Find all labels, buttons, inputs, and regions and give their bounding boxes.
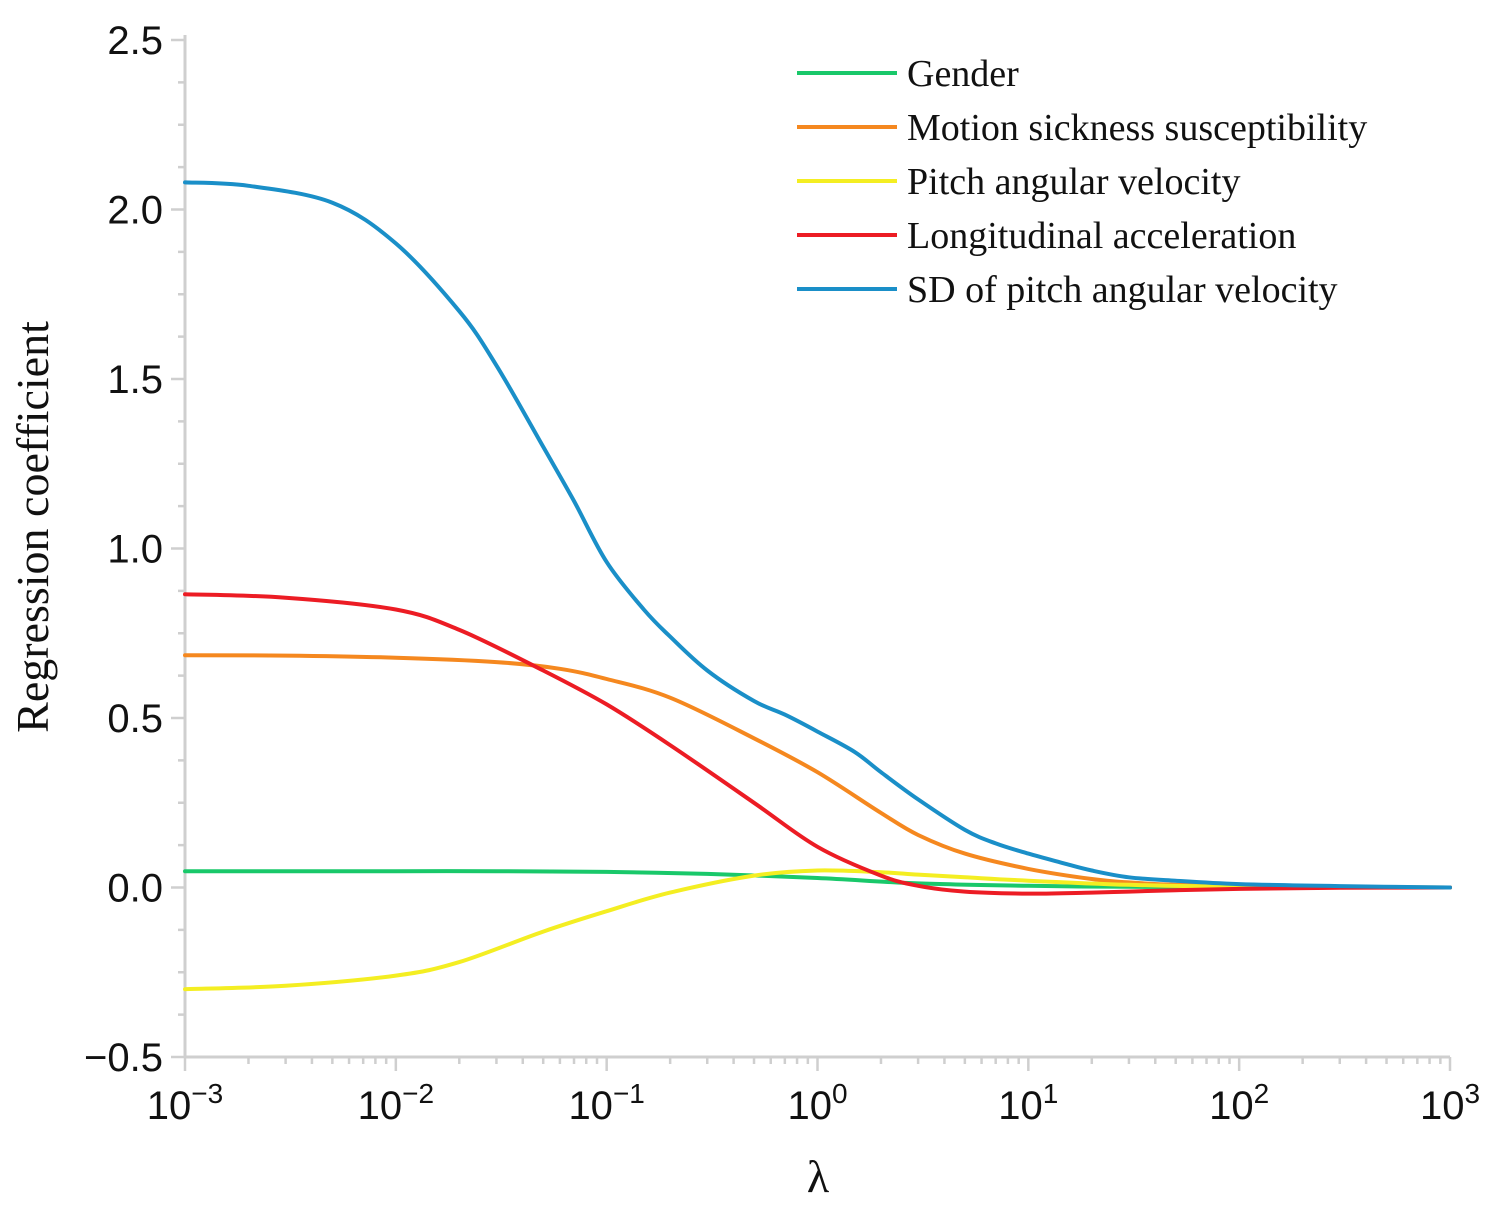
y-tick-label: 2.5 — [107, 19, 163, 63]
y-tick-label: 0.5 — [107, 697, 163, 741]
y-axis-title-group: Regression coefficient — [7, 321, 58, 733]
series-line-motion-sickness-susceptibility — [183, 653, 1452, 890]
series-line-sd-of-pitch-angular-velocity — [183, 180, 1452, 890]
legend: Gender Motion sickness susceptibility Pitc… — [797, 53, 1367, 311]
x-axis-title: λ — [807, 1151, 830, 1202]
y-tick-label: −0.5 — [84, 1036, 163, 1080]
x-tick-label: 10−1 — [568, 1078, 644, 1128]
y-tick-label: 1.0 — [107, 528, 163, 572]
axes — [183, 35, 1450, 1059]
x-tick-label: 103 — [1420, 1078, 1480, 1128]
legend-label-gender: Gender — [907, 53, 1019, 95]
series-line-pitch-angular-velocity — [183, 868, 1452, 992]
y-tick-label: 0.0 — [107, 867, 163, 911]
x-axis-ticks: 10−3 10−2 10−1 100 101 102 103 — [147, 1057, 1480, 1128]
x-tick-label: 101 — [998, 1078, 1058, 1128]
x-tick-label: 102 — [1209, 1078, 1269, 1128]
x-tick-label: 10−3 — [147, 1078, 223, 1128]
legend-label-sd-of-pitch-angular-velocity: SD of pitch angular velocity — [907, 269, 1338, 311]
legend-label-motion-sickness-susceptibility: Motion sickness susceptibility — [907, 107, 1367, 149]
x-tick-label: 100 — [787, 1078, 847, 1128]
y-tick-label: 1.5 — [107, 358, 163, 402]
x-tick-label: 10−2 — [358, 1078, 434, 1128]
series-lines — [183, 180, 1452, 992]
series-line-longitudinal-acceleration — [183, 592, 1452, 896]
y-axis-title: Regression coefficient — [7, 321, 58, 733]
legend-label-longitudinal-acceleration: Longitudinal acceleration — [907, 215, 1296, 257]
legend-label-pitch-angular-velocity: Pitch angular velocity — [907, 161, 1240, 203]
y-axis-ticks: −0.5 0.0 0.5 1.0 1.5 2.0 2.5 — [84, 19, 185, 1080]
y-tick-label: 2.0 — [107, 189, 163, 233]
